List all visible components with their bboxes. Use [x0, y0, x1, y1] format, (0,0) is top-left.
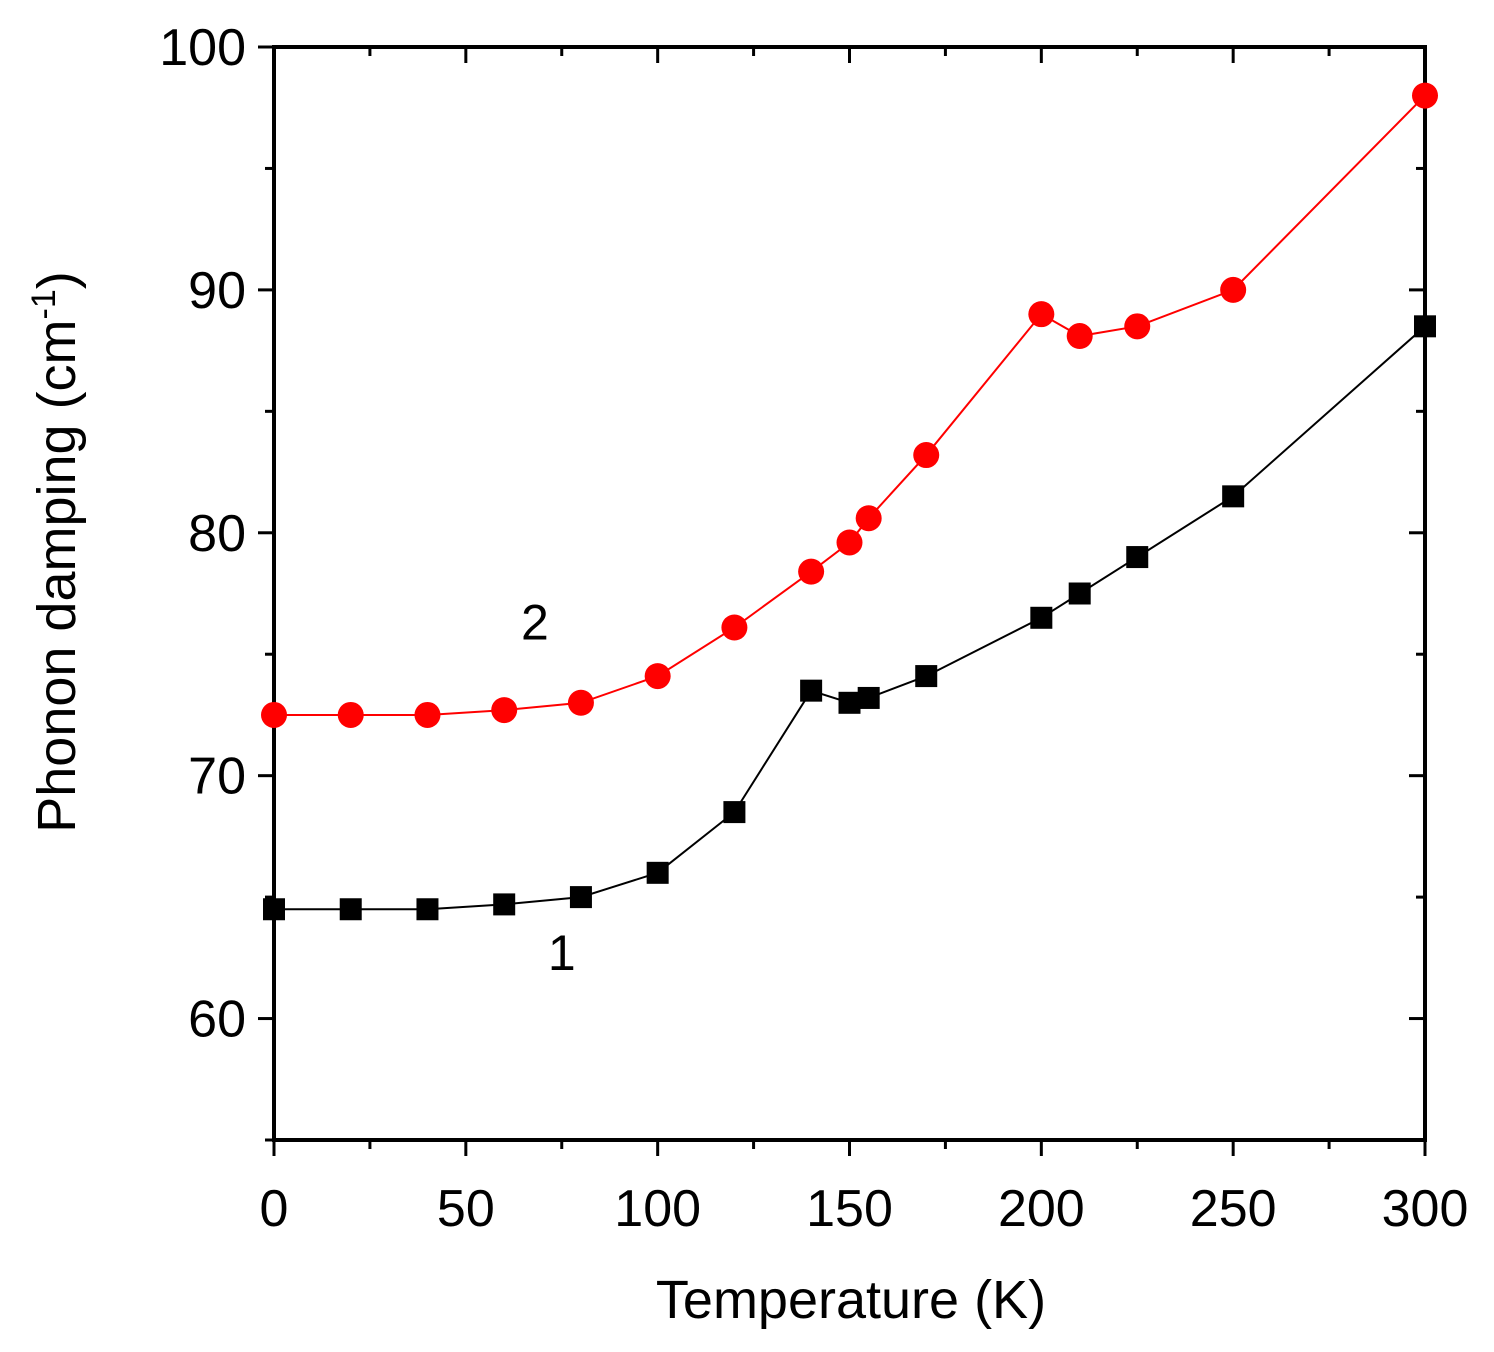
series-2-point	[1028, 301, 1055, 328]
series-1-point	[416, 898, 439, 921]
series-2-point	[798, 558, 825, 585]
series-1-point	[1030, 606, 1053, 629]
y-tick-label: 70	[188, 748, 246, 806]
axis-ticks	[258, 45, 1427, 1156]
series-2-point	[644, 663, 671, 690]
x-tick-label: 100	[614, 1180, 701, 1238]
series-1-point	[1126, 546, 1149, 569]
series-1-point	[800, 679, 823, 702]
series-2-point	[1412, 82, 1438, 109]
y-axis-title-main: Phonon damping (cm	[27, 319, 87, 832]
series-2-point	[721, 614, 748, 641]
x-tick-label: 150	[806, 1180, 893, 1238]
series-2-point	[1124, 313, 1151, 340]
y-tick-label: 60	[188, 991, 246, 1049]
x-tick-label: 0	[260, 1180, 289, 1238]
x-tick-label: 200	[998, 1180, 1085, 1238]
plot-border	[272, 45, 1427, 1142]
series-2-point	[1066, 323, 1093, 350]
series-1-point	[838, 691, 861, 714]
y-tick-label: 100	[159, 19, 246, 77]
x-tick-label: 50	[437, 1180, 495, 1238]
y-tick-label: 90	[188, 262, 246, 320]
series-2-point	[491, 697, 518, 724]
series-2-point	[337, 701, 364, 728]
series-2-point	[836, 529, 863, 556]
series-2-point	[855, 505, 882, 532]
axis-tick-labels: 0 50 100 150 200 250 300 60 70 80 90 100	[159, 19, 1468, 1238]
series-annotation-2: 2	[521, 595, 549, 651]
series-1-point	[857, 686, 880, 709]
series-1-line	[274, 325, 1426, 911]
series-2-point	[913, 442, 940, 469]
series-1-point	[1222, 485, 1245, 508]
x-tick-label: 250	[1190, 1180, 1277, 1238]
series-2-point	[1220, 276, 1247, 303]
series-1-point	[1068, 582, 1091, 605]
series-2-point	[414, 701, 441, 728]
series-1-point	[569, 886, 592, 909]
series-lines	[274, 94, 1426, 911]
y-axis-title-superscript: -1	[25, 289, 63, 319]
series-1-point	[1414, 315, 1436, 338]
x-axis-title: Temperature (K)	[656, 1270, 1046, 1330]
series-2-line	[274, 94, 1426, 716]
series-1-point	[493, 893, 516, 916]
series-1-point	[339, 898, 362, 921]
x-tick-label: 300	[1382, 1180, 1469, 1238]
y-axis-title-close: )	[27, 271, 87, 289]
series-annotation-1: 1	[548, 925, 576, 981]
series-2-point	[567, 689, 594, 716]
series-2-point	[261, 701, 287, 728]
y-axis-title: Phonon damping (cm-1)	[25, 271, 87, 833]
plot-frame	[272, 45, 1427, 1142]
y-tick-label: 80	[188, 505, 246, 563]
series-annotations: 21	[521, 595, 576, 981]
series-1-point	[723, 801, 746, 824]
series-markers	[261, 82, 1438, 921]
series-1-point	[646, 861, 669, 884]
series-1-point	[915, 665, 938, 688]
series-1-point	[263, 898, 285, 921]
